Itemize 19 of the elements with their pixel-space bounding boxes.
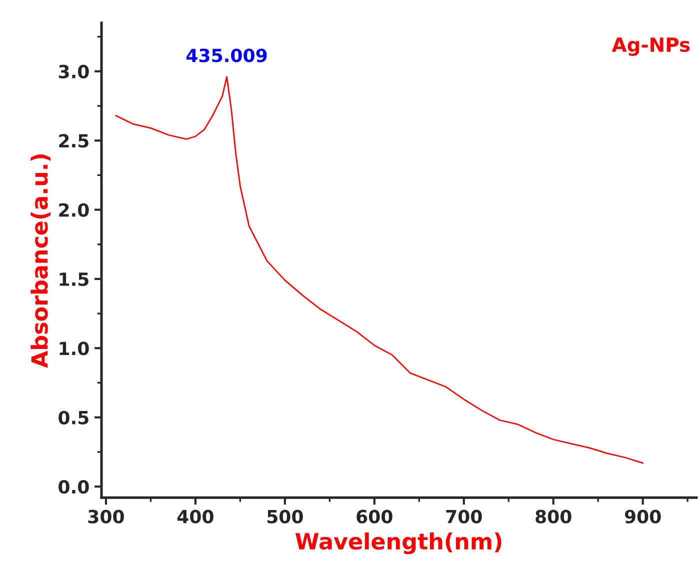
x-tick-label: 300 — [88, 510, 124, 524]
x-tick-label: 400 — [177, 510, 214, 524]
y-tick-label: 3.0 — [58, 64, 89, 78]
y-tick-label: 0.0 — [58, 480, 89, 494]
y-axis-title: Absorbance(a.u.) — [30, 154, 50, 368]
y-tick-label: 1.0 — [60, 342, 89, 356]
line-series — [115, 76, 644, 464]
y-tick-label: 1.5 — [60, 272, 88, 286]
annotation: 435.009 — [186, 48, 267, 62]
y-tick-label: 0.5 — [58, 410, 88, 424]
x-tick-label: 600 — [356, 510, 392, 524]
x-tick-label: 800 — [536, 510, 572, 524]
y-tick-label: 2.0 — [59, 203, 89, 217]
text: Ag-NPs — [612, 38, 690, 56]
x-tick-label: 700 — [446, 510, 482, 524]
x-tick-label: 900 — [624, 510, 661, 524]
x-axis-title: Wavelength(nm) — [295, 532, 502, 554]
y-tick-label: 2.5 — [59, 134, 88, 148]
x-tick-label: 500 — [267, 510, 303, 524]
